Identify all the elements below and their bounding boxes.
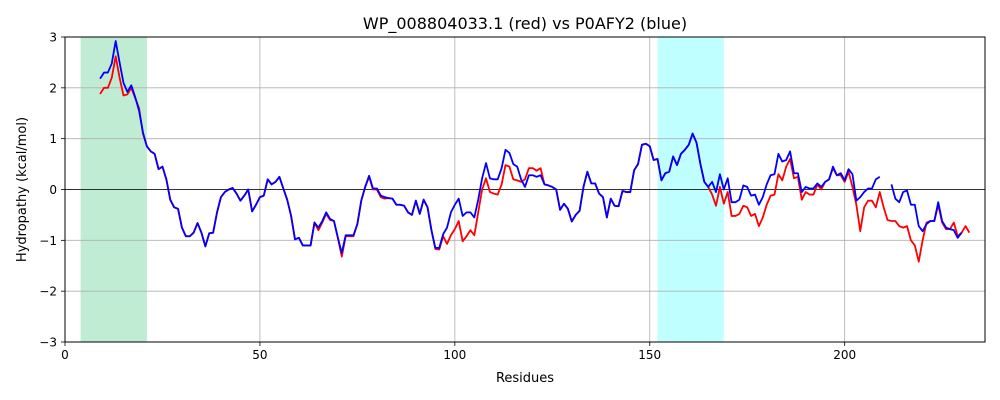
- series-line-2: [99, 40, 963, 254]
- x-tick-label-0: 0: [61, 348, 69, 362]
- x-tick-label-50: 50: [252, 348, 267, 362]
- y-tick-label--2: −2: [39, 285, 57, 299]
- y-axis-label: Hydropathy (kcal/mol): [15, 117, 30, 262]
- y-axis-ticks: −3 −2 −1 0 1 2 3: [39, 31, 65, 350]
- x-tick-label-100: 100: [443, 348, 466, 362]
- x-axis-label: Residues: [496, 371, 554, 386]
- x-tick-label-150: 150: [638, 348, 661, 362]
- y-tick-label-1: 1: [49, 132, 57, 146]
- y-tick-label-3: 3: [49, 31, 57, 45]
- y-tick-label--3: −3: [39, 336, 57, 350]
- y-tick-label--1: −1: [39, 234, 57, 248]
- series-lines: [99, 40, 971, 263]
- y-tick-label-0: 0: [49, 183, 57, 197]
- x-axis-ticks: 0 50 100 150 200: [61, 342, 856, 362]
- x-tick-label-200: 200: [833, 348, 856, 362]
- y-tick-label-2: 2: [49, 81, 57, 95]
- chart-title: WP_008804033.1 (red) vs P0AFY2 (blue): [363, 14, 687, 34]
